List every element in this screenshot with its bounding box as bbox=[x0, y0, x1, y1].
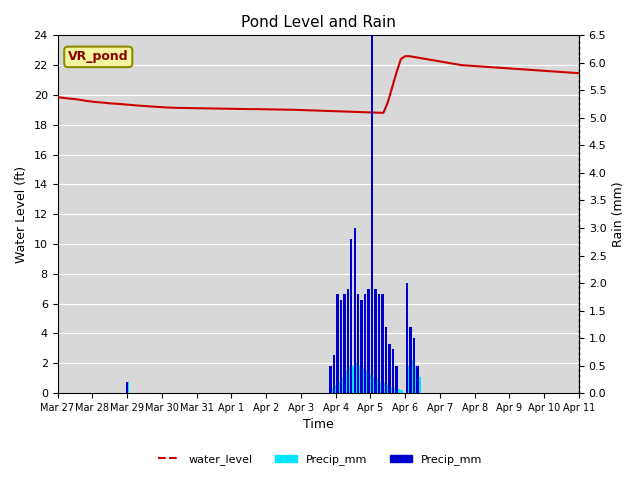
Bar bbox=[126, 382, 128, 393]
Bar bbox=[371, 36, 373, 393]
water_level bbox=[549, 69, 557, 74]
Bar bbox=[333, 355, 335, 393]
Bar bbox=[385, 327, 387, 393]
water_level bbox=[106, 100, 113, 106]
Bar bbox=[380, 382, 382, 393]
Bar bbox=[388, 344, 391, 393]
Bar bbox=[125, 382, 129, 393]
Bar bbox=[336, 294, 339, 393]
water_level bbox=[380, 110, 387, 116]
Title: Pond Level and Rain: Pond Level and Rain bbox=[241, 15, 396, 30]
Bar bbox=[350, 239, 353, 393]
water_level bbox=[54, 95, 61, 100]
water_level bbox=[414, 55, 422, 60]
Bar bbox=[414, 366, 417, 393]
Bar bbox=[348, 366, 351, 393]
Bar bbox=[347, 288, 349, 393]
Bar bbox=[362, 368, 365, 393]
Bar bbox=[351, 366, 355, 393]
Bar bbox=[334, 385, 337, 393]
Bar bbox=[392, 349, 394, 393]
Bar bbox=[364, 294, 366, 393]
water_level bbox=[384, 99, 392, 105]
Bar bbox=[396, 366, 397, 393]
Bar bbox=[331, 388, 333, 393]
water_level bbox=[275, 107, 283, 112]
Bar bbox=[344, 371, 348, 393]
Text: VR_pond: VR_pond bbox=[68, 50, 129, 63]
Y-axis label: Water Level (ft): Water Level (ft) bbox=[15, 166, 28, 263]
water_level bbox=[401, 53, 409, 59]
Bar bbox=[390, 386, 393, 393]
Bar bbox=[387, 385, 389, 393]
Bar bbox=[409, 327, 412, 393]
Bar bbox=[376, 379, 379, 393]
Bar bbox=[413, 338, 415, 393]
Bar bbox=[416, 366, 419, 393]
Bar bbox=[378, 294, 380, 393]
Bar bbox=[340, 300, 342, 393]
Bar bbox=[393, 388, 396, 393]
Bar bbox=[329, 366, 332, 393]
Bar bbox=[355, 363, 358, 393]
water_level bbox=[175, 105, 183, 111]
Bar bbox=[343, 294, 346, 393]
Bar bbox=[411, 360, 413, 393]
Bar bbox=[357, 294, 360, 393]
Bar bbox=[358, 366, 362, 393]
Bar bbox=[338, 382, 340, 393]
Bar bbox=[341, 377, 344, 393]
Bar bbox=[369, 374, 372, 393]
Bar bbox=[418, 377, 420, 393]
Bar bbox=[353, 228, 356, 393]
Bar bbox=[367, 288, 370, 393]
Bar bbox=[397, 389, 399, 393]
Bar bbox=[374, 288, 377, 393]
Line: water_level: water_level bbox=[58, 56, 579, 113]
water_level bbox=[575, 70, 583, 76]
Bar bbox=[372, 377, 375, 393]
Bar bbox=[381, 294, 384, 393]
Bar bbox=[365, 371, 369, 393]
Y-axis label: Rain (mm): Rain (mm) bbox=[612, 181, 625, 247]
Legend: water_level, Precip_mm, Precip_mm: water_level, Precip_mm, Precip_mm bbox=[153, 450, 487, 469]
Bar bbox=[360, 300, 363, 393]
Bar bbox=[406, 283, 408, 393]
X-axis label: Time: Time bbox=[303, 419, 333, 432]
Bar bbox=[407, 366, 410, 393]
Bar bbox=[383, 383, 386, 393]
Bar bbox=[400, 390, 403, 393]
